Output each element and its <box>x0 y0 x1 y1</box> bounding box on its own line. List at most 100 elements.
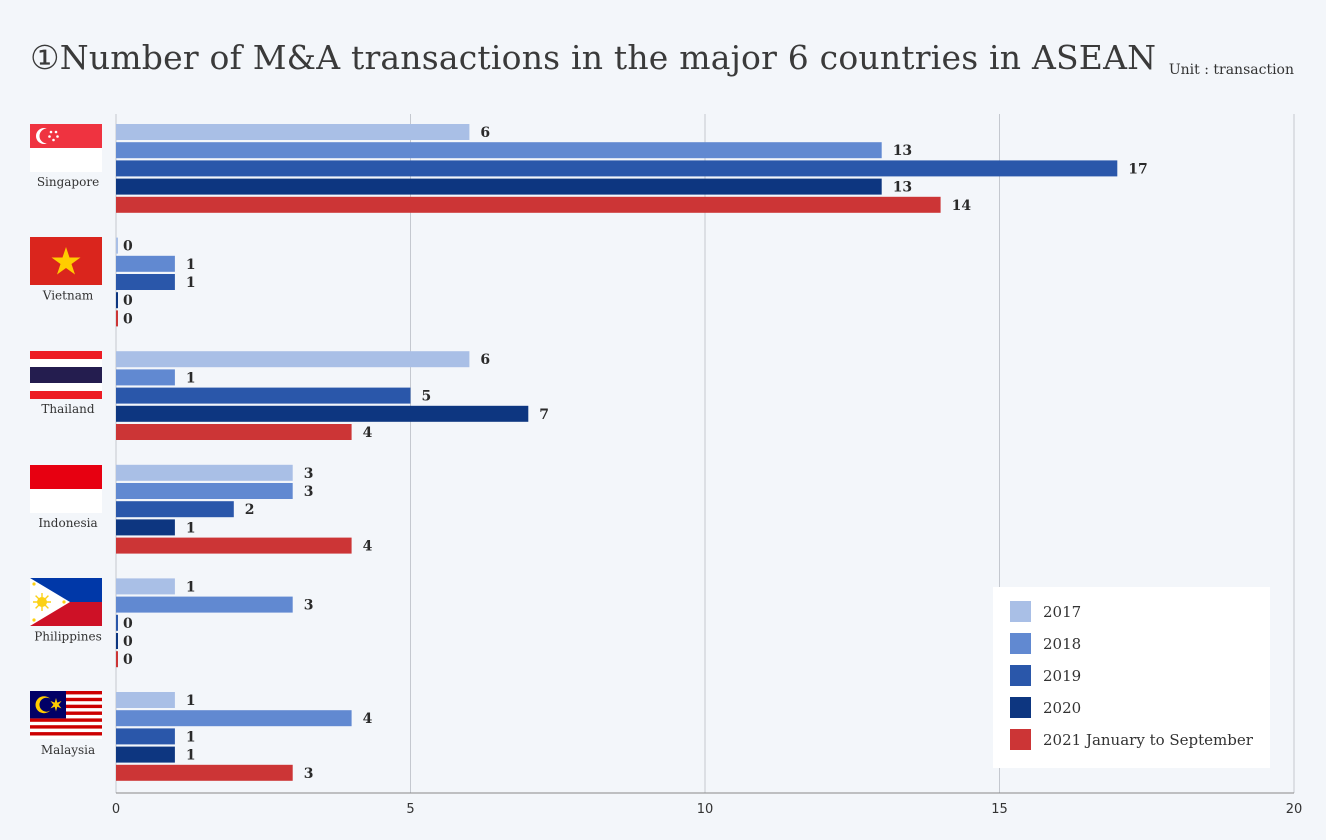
legend-label-2018: 2018 <box>1043 634 1082 653</box>
bar-value-label: 2 <box>245 502 255 518</box>
bar-singapore-2021 <box>116 196 941 213</box>
x-tick-label: 10 <box>697 802 714 817</box>
bar-malaysia-2018 <box>116 710 352 727</box>
bar-value-label: 1 <box>186 748 196 764</box>
legend-item-2021: 2021 January to September <box>1010 729 1253 750</box>
bar-indonesia-2019 <box>116 501 234 518</box>
bar-value-label: 0 <box>123 311 133 327</box>
country-label-thailand: Thailand <box>41 402 94 416</box>
country-flags <box>30 124 102 739</box>
country-label-malaysia: Malaysia <box>41 743 95 757</box>
bar-indonesia-2021 <box>116 537 352 554</box>
bar-singapore-2017 <box>116 124 470 140</box>
bar-thailand-2017 <box>116 351 470 368</box>
bar-value-label: 3 <box>304 466 314 482</box>
legend-label-2021: 2021 January to September <box>1043 730 1253 749</box>
philippines-flag-icon <box>30 578 102 626</box>
bar-philippines-2019 <box>116 614 118 631</box>
bar-value-label: 1 <box>186 729 196 745</box>
bar-value-label: 3 <box>304 484 314 500</box>
bar-thailand-2020 <box>116 405 529 422</box>
bar-value-label: 1 <box>186 257 196 273</box>
bar-thailand-2021 <box>116 424 352 440</box>
legend-label-2017: 2017 <box>1043 602 1082 621</box>
indonesia-flag-icon <box>30 465 102 513</box>
malaysia-flag-icon <box>30 691 102 739</box>
bar-philippines-2021 <box>116 651 118 668</box>
bar-value-label: 0 <box>123 616 133 632</box>
bar-vietnam-2019 <box>116 274 175 290</box>
bar-vietnam-2021 <box>116 310 118 327</box>
country-labels: Singapore Vietnam Thailand Indonesia Philipp… <box>34 175 102 757</box>
bar-philippines-2020 <box>116 633 118 649</box>
country-label-vietnam: Vietnam <box>42 289 94 303</box>
bar-singapore-2018 <box>116 142 882 159</box>
bar-value-label: 4 <box>363 711 373 727</box>
vietnam-flag-icon <box>30 237 102 285</box>
x-tick-label: 0 <box>112 802 120 817</box>
bar-value-label: 6 <box>480 125 490 141</box>
legend-swatch-2019 <box>1010 665 1031 686</box>
legend-item-2018: 2018 <box>1010 633 1081 654</box>
bar-value-label: 4 <box>363 425 373 441</box>
country-label-singapore: Singapore <box>37 175 99 189</box>
bar-value-label: 0 <box>123 634 133 650</box>
x-tick-label: 20 <box>1286 802 1303 817</box>
bar-value-label: 3 <box>304 598 314 614</box>
legend-item-2020: 2020 <box>1010 697 1081 718</box>
grid-lines <box>115 114 1295 794</box>
bar-singapore-2020 <box>116 178 882 195</box>
legend-label-2019: 2019 <box>1043 666 1082 685</box>
bar-value-label: 5 <box>422 389 432 405</box>
bar-indonesia-2020 <box>116 519 175 536</box>
bar-value-label: 1 <box>186 275 196 291</box>
legend-swatch-2021 <box>1010 729 1031 750</box>
x-axis-ticks: 0 5 10 15 20 <box>112 802 1302 817</box>
bar-value-label: 4 <box>363 539 373 555</box>
bar-value-label: 0 <box>123 239 133 255</box>
bar-malaysia-2020 <box>116 746 175 763</box>
bar-vietnam-2020 <box>116 292 118 309</box>
legend-swatch-2020 <box>1010 697 1031 718</box>
bar-thailand-2019 <box>116 387 411 404</box>
bar-vietnam-2018 <box>116 255 175 272</box>
legend-swatch-2017 <box>1010 601 1031 622</box>
x-tick-label: 5 <box>406 802 414 817</box>
bar-value-label: 1 <box>186 693 196 709</box>
bar-vietnam-2017 <box>116 237 118 254</box>
bar-value-label: 7 <box>539 407 549 423</box>
country-label-indonesia: Indonesia <box>38 516 97 530</box>
bar-philippines-2017 <box>116 578 175 595</box>
bar-malaysia-2017 <box>116 692 175 708</box>
bar-value-label: 17 <box>1128 161 1147 177</box>
bar-value-label: 3 <box>304 766 314 782</box>
bar-indonesia-2018 <box>116 483 293 499</box>
bar-value-label: 14 <box>952 198 972 214</box>
x-tick-label: 15 <box>991 802 1008 817</box>
bar-philippines-2018 <box>116 596 293 613</box>
unit-label: Unit : transaction <box>1168 62 1294 78</box>
bar-value-label: 1 <box>186 370 196 386</box>
legend-item-2019: 2019 <box>1010 665 1081 686</box>
bar-indonesia-2017 <box>116 464 293 481</box>
legend: 2017 2018 2019 2020 2021 January to Sept… <box>993 587 1270 768</box>
legend-label-2020: 2020 <box>1043 698 1082 717</box>
chart-title: ①Number of M&A transactions in the major… <box>30 38 1157 77</box>
legend-item-2017: 2017 <box>1010 601 1081 622</box>
bar-value-label: 0 <box>123 293 133 309</box>
legend-swatch-2018 <box>1010 633 1031 654</box>
bar-value-label: 6 <box>480 352 490 368</box>
bar-value-label: 1 <box>186 520 196 536</box>
singapore-flag-icon <box>30 124 102 172</box>
bar-malaysia-2021 <box>116 764 293 781</box>
bar-value-label: 1 <box>186 579 196 595</box>
bar-thailand-2018 <box>116 369 175 386</box>
bar-value-label: 0 <box>123 652 133 668</box>
thailand-flag-icon <box>30 351 102 399</box>
country-label-philippines: Philippines <box>34 629 102 643</box>
bar-value-label: 13 <box>893 143 912 159</box>
bar-singapore-2019 <box>116 160 1118 177</box>
bar-value-label: 13 <box>893 180 912 196</box>
